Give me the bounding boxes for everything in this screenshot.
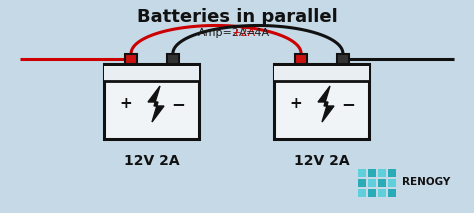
Bar bbox=[388, 169, 396, 177]
Text: +: + bbox=[119, 96, 132, 111]
Bar bbox=[274, 66, 370, 81]
Bar bbox=[378, 169, 386, 177]
Text: 12V 2A: 12V 2A bbox=[294, 154, 350, 168]
Bar bbox=[378, 189, 386, 197]
Bar bbox=[104, 63, 200, 138]
Text: +2A: +2A bbox=[232, 28, 256, 38]
Text: =4A: =4A bbox=[246, 28, 270, 38]
Bar bbox=[337, 53, 349, 63]
Bar bbox=[104, 66, 200, 81]
Bar bbox=[368, 189, 376, 197]
Text: −: − bbox=[172, 95, 185, 113]
Bar bbox=[378, 179, 386, 187]
Text: Batteries in parallel: Batteries in parallel bbox=[137, 8, 337, 26]
Bar bbox=[274, 63, 370, 138]
Bar bbox=[167, 53, 179, 63]
Text: 12V 2A: 12V 2A bbox=[124, 154, 180, 168]
Text: +: + bbox=[289, 96, 302, 111]
Bar bbox=[368, 169, 376, 177]
Bar bbox=[125, 53, 137, 63]
Bar bbox=[388, 189, 396, 197]
Bar bbox=[368, 179, 376, 187]
Text: RENOGY: RENOGY bbox=[402, 177, 450, 187]
Bar bbox=[358, 179, 366, 187]
Bar bbox=[388, 179, 396, 187]
Bar bbox=[295, 53, 307, 63]
Text: −: − bbox=[342, 95, 356, 113]
Polygon shape bbox=[148, 86, 164, 122]
Bar bbox=[358, 169, 366, 177]
Bar bbox=[358, 189, 366, 197]
Text: Amp=2A: Amp=2A bbox=[199, 28, 248, 38]
Polygon shape bbox=[318, 86, 334, 122]
